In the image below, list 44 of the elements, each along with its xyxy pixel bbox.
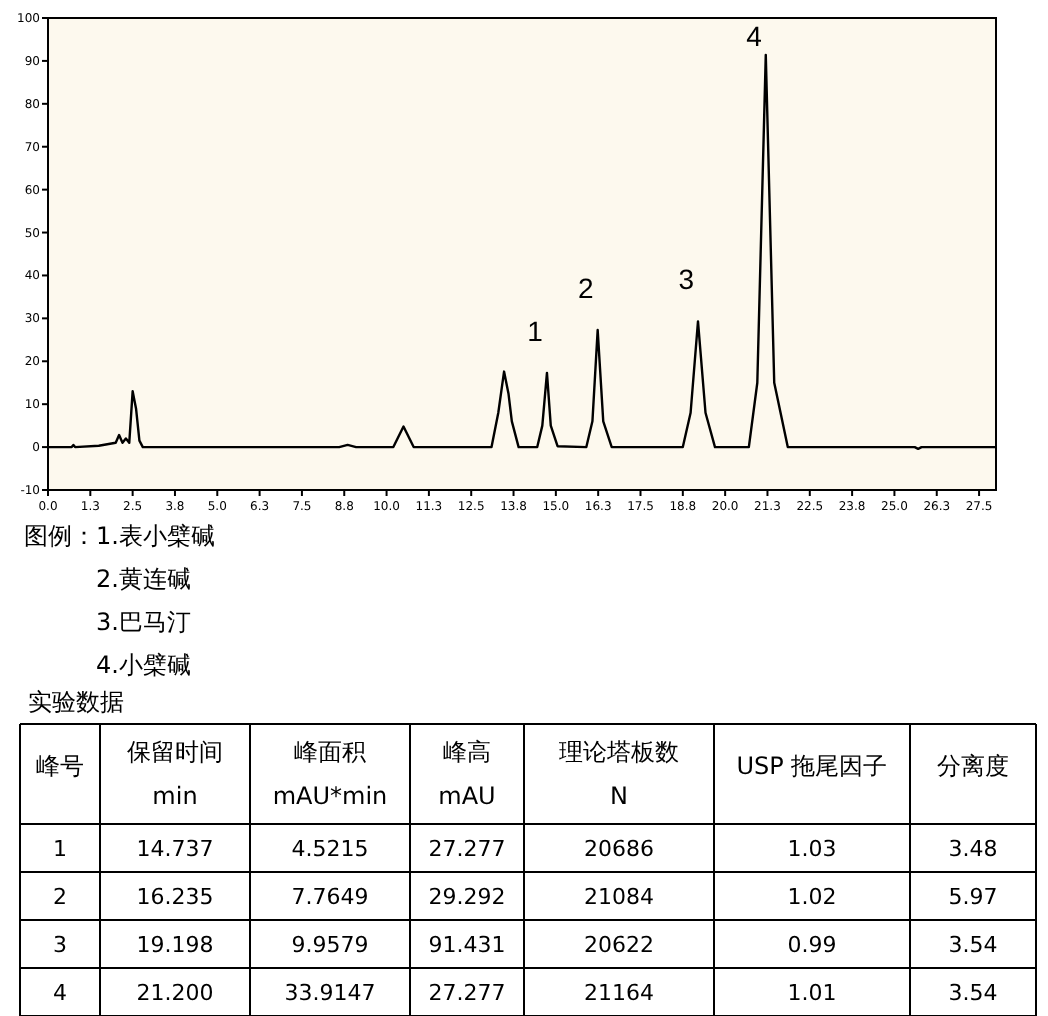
text: 21.200 bbox=[136, 980, 214, 1006]
text: 29.292 bbox=[428, 884, 506, 910]
text: 1.02 bbox=[787, 884, 837, 910]
x-tick-label: 分离度 bbox=[937, 752, 1009, 780]
annotation: 3 bbox=[678, 263, 695, 296]
text: 4.5215 bbox=[291, 836, 369, 862]
text: 14.737 bbox=[136, 836, 214, 862]
text: 20686 bbox=[584, 836, 654, 862]
text: 33.9147 bbox=[284, 980, 376, 1006]
annotation: 1 bbox=[527, 314, 544, 347]
y-tick-label: 4 bbox=[53, 980, 67, 1006]
x-tick-label: USP 拖尾因子 bbox=[736, 752, 888, 780]
y-tick-label: 2 bbox=[53, 884, 67, 910]
text: 20622 bbox=[584, 932, 654, 958]
x-tick-label: 保留时间 min bbox=[127, 738, 223, 810]
text: 7.7649 bbox=[291, 884, 369, 910]
text: 1.01 bbox=[787, 980, 837, 1006]
text: 1.03 bbox=[787, 836, 837, 862]
y-axis-title: 峰号 bbox=[36, 752, 84, 780]
annotation: 4 bbox=[746, 20, 763, 52]
text: 19.198 bbox=[136, 932, 214, 958]
text: 3.54 bbox=[948, 980, 998, 1006]
text: 21164 bbox=[584, 980, 654, 1006]
text: 3.54 bbox=[948, 932, 998, 958]
annotation: 2 bbox=[578, 271, 595, 304]
text: 2.黄连碱 bbox=[96, 565, 191, 593]
text: 27.277 bbox=[428, 836, 506, 862]
text: 0.99 bbox=[787, 932, 837, 958]
x-tick-label: 峰面积 mAU*min bbox=[272, 738, 388, 810]
text: 9.9579 bbox=[291, 932, 369, 958]
text: 91.431 bbox=[428, 932, 506, 958]
text: 3.巴马汀 bbox=[96, 608, 191, 636]
text: 4.小檗碱 bbox=[96, 651, 191, 679]
chart-title: 实验数据 bbox=[28, 688, 124, 716]
x-tick-label: 峰高 mAU bbox=[438, 738, 496, 810]
x-tick-label: 理论塔板数 N bbox=[559, 738, 679, 810]
text: 3.48 bbox=[948, 836, 998, 862]
text: 16.235 bbox=[136, 884, 214, 910]
y-tick-label: 3 bbox=[53, 932, 67, 958]
text: 5.97 bbox=[948, 884, 998, 910]
text: 21084 bbox=[584, 884, 654, 910]
y-tick-label: 1 bbox=[53, 836, 67, 862]
text: 图例：1.表小檗碱 bbox=[24, 522, 215, 550]
text: 27.277 bbox=[428, 980, 506, 1006]
